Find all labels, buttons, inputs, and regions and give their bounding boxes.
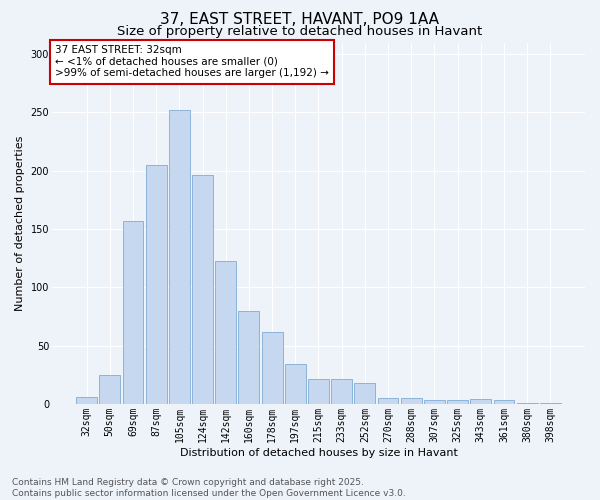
Y-axis label: Number of detached properties: Number of detached properties <box>15 136 25 311</box>
Bar <box>262 332 283 404</box>
Bar <box>308 380 329 404</box>
Text: 37, EAST STREET, HAVANT, PO9 1AA: 37, EAST STREET, HAVANT, PO9 1AA <box>161 12 439 28</box>
Bar <box>192 176 213 404</box>
Bar <box>76 397 97 404</box>
Text: Contains HM Land Registry data © Crown copyright and database right 2025.
Contai: Contains HM Land Registry data © Crown c… <box>12 478 406 498</box>
Bar <box>424 400 445 404</box>
Bar <box>377 398 398 404</box>
Bar <box>122 221 143 404</box>
Text: 37 EAST STREET: 32sqm
← <1% of detached houses are smaller (0)
>99% of semi-deta: 37 EAST STREET: 32sqm ← <1% of detached … <box>55 46 329 78</box>
Bar <box>100 375 120 404</box>
Bar <box>285 364 306 404</box>
Bar <box>470 400 491 404</box>
Bar <box>238 310 259 404</box>
Bar <box>169 110 190 404</box>
Bar <box>540 403 561 404</box>
Bar <box>355 383 375 404</box>
Bar <box>517 403 538 404</box>
Bar <box>331 380 352 404</box>
X-axis label: Distribution of detached houses by size in Havant: Distribution of detached houses by size … <box>179 448 457 458</box>
Bar <box>401 398 422 404</box>
Text: Size of property relative to detached houses in Havant: Size of property relative to detached ho… <box>118 25 482 38</box>
Bar <box>146 165 167 404</box>
Bar <box>447 400 468 404</box>
Bar <box>215 260 236 404</box>
Bar <box>494 400 514 404</box>
